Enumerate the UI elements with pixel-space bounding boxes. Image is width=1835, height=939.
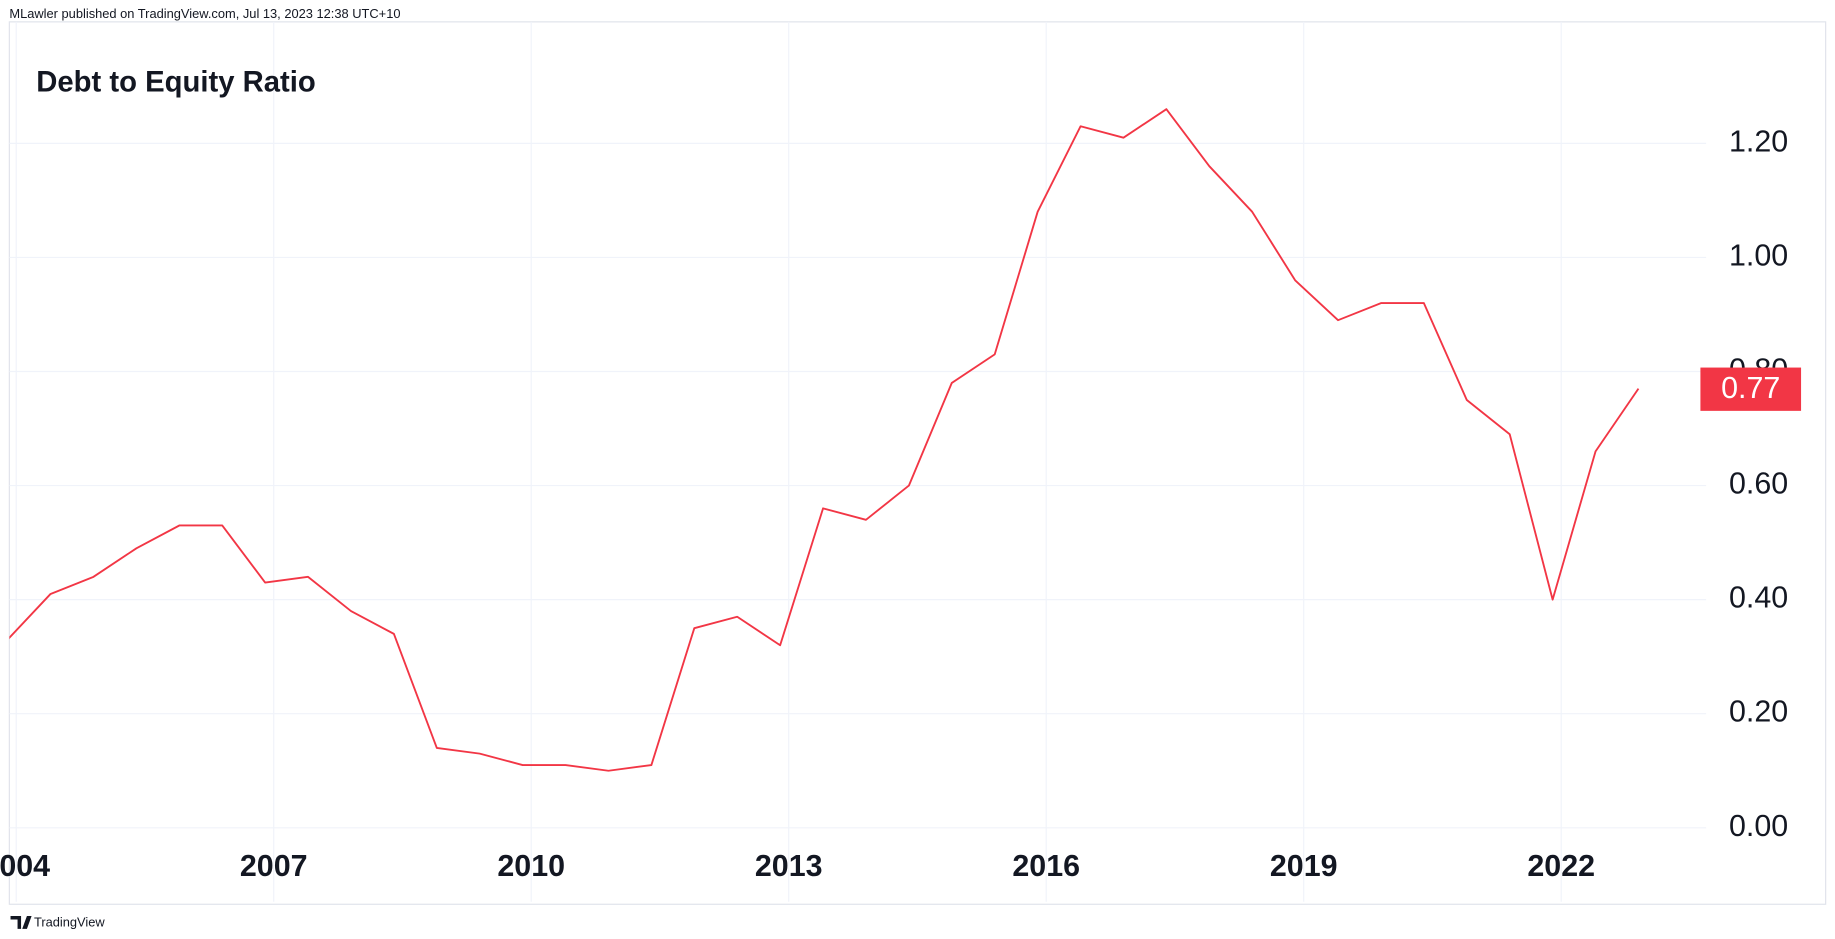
x-tick-label: 2010 [497,849,565,883]
last-value-label: 0.77 [1721,371,1780,405]
x-tick-label: 2022 [1527,849,1595,883]
plot-area [9,108,1640,772]
tradingview-logo [10,915,32,929]
axes: 0.000.200.400.600.801.001.20 [1729,124,1788,842]
y-tick-label: 1.20 [1729,124,1788,158]
footer-brand: TradingView [34,914,105,929]
logo-icon [10,915,32,929]
x-tick-label: 2007 [240,849,308,883]
x-tick-label: 2016 [1012,849,1080,883]
publisher-header: MLawler published on TradingView.com, Ju… [9,6,400,21]
chart-title: Debt to Equity Ratio [36,67,316,99]
chart-frame [8,21,1827,905]
x-tick-label: 2013 [755,849,823,883]
data-line [9,108,1640,772]
y-tick-label: 0.40 [1729,581,1788,615]
y-tick-label: 0.60 [1729,467,1788,501]
y-tick-label: 0.00 [1729,809,1788,843]
last-value-badge [1700,367,1802,411]
x-tick-label: 2019 [1270,849,1338,883]
x-tick-label: 2004 [0,849,50,883]
y-tick-label: 1.00 [1729,238,1788,272]
grid [9,21,1707,902]
y-tick-label: 0.20 [1729,695,1788,729]
